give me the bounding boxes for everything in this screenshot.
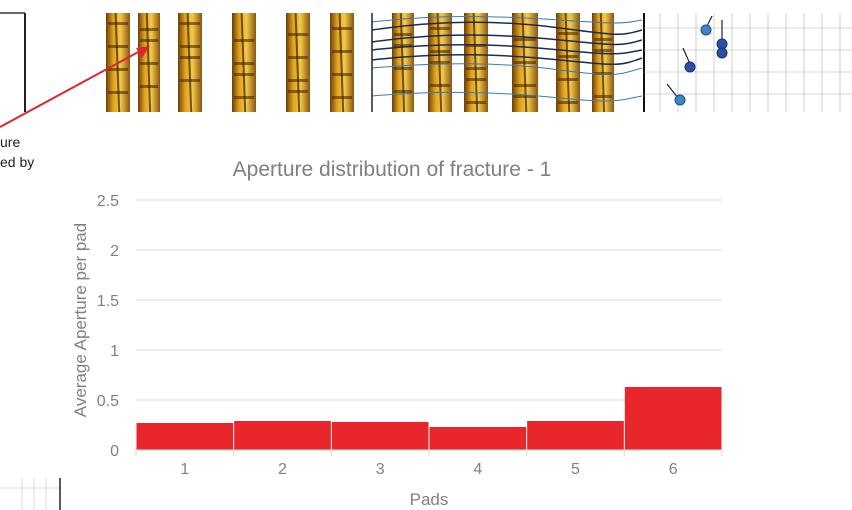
y-tick-label: 1: [110, 343, 119, 360]
x-tick-label: 5: [571, 461, 580, 478]
tadpole-plot: [643, 13, 852, 112]
bar-pad-6: [624, 387, 722, 450]
x-axis-label: Pads: [410, 490, 449, 509]
chart-title: Aperture distribution of fracture - 1: [233, 158, 552, 181]
x-tick-label: 2: [278, 461, 287, 478]
y-tick-label: 2: [110, 243, 119, 260]
left-frame: [0, 12, 26, 112]
callout-line-1: ure: [0, 134, 21, 150]
y-axis-label: Average Aperture per pad: [71, 223, 90, 417]
bar-pad-3: [331, 422, 429, 450]
bar-pad-2: [234, 421, 331, 450]
bars: [136, 387, 722, 450]
bar-pad-5: [527, 421, 624, 450]
x-tick-label: 4: [473, 461, 482, 478]
bottom-left-fragment: [0, 478, 61, 510]
x-tick-label: 3: [376, 461, 385, 478]
x-tick-label: 1: [180, 461, 189, 478]
bar-pad-4: [429, 427, 527, 450]
x-axis-ticks: 1 2 3 4 5 6: [135, 449, 723, 478]
y-axis-ticks: 0 0.5 1 1.5 2 2.5: [97, 193, 119, 460]
y-tick-label: 0.5: [97, 393, 119, 410]
fracture-trace-lines: [371, 16, 643, 102]
callout-line-2: ed by: [0, 154, 35, 170]
y-tick-label: 2.5: [97, 193, 119, 210]
tadpole-markers: [666, 15, 728, 106]
callout-annotation: ure ed by: [0, 132, 34, 172]
callout-arrow: [0, 46, 150, 128]
bar-pad-1: [136, 423, 234, 450]
y-tick-label: 0: [110, 443, 119, 460]
y-tick-label: 1.5: [97, 293, 119, 310]
x-tick-label: 6: [669, 461, 678, 478]
chart: Aperture distribution of fracture - 1 00…: [71, 158, 723, 509]
core-image-strip: [104, 12, 644, 113]
